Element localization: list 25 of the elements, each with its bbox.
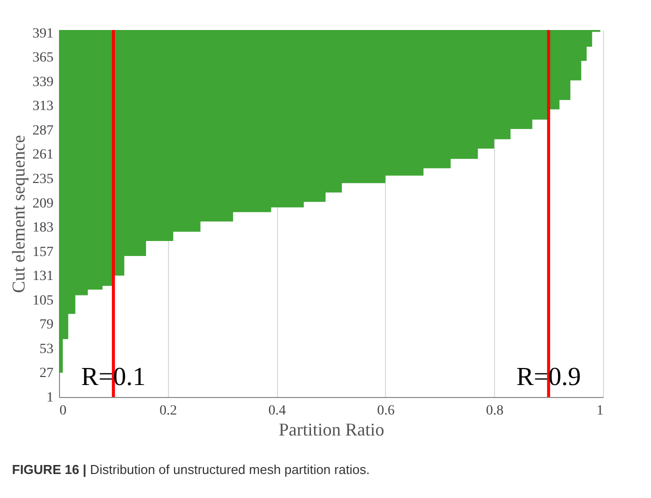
x-axis-title: Partition Ratio <box>278 420 384 440</box>
y-tick-label: 1 <box>46 390 54 406</box>
caption: FIGURE 16 | Distribution of unstructured mesh partition ratios. <box>12 462 371 477</box>
y-tick-label: 287 <box>32 123 54 138</box>
y-tick-label: 131 <box>32 269 54 284</box>
y-tick-label: 209 <box>32 196 54 212</box>
y-tick-label: 105 <box>32 293 54 308</box>
x-tick-label: 0.4 <box>268 404 286 418</box>
y-tick-label: 339 <box>32 74 54 90</box>
y-tick-label: 157 <box>32 244 54 260</box>
y-tick-label: 391 <box>32 26 54 42</box>
y-tick-label: 183 <box>32 220 54 236</box>
x-tick-label: 0 <box>60 404 66 418</box>
y-tick-label: 79 <box>40 318 54 333</box>
y-tick-label: 261 <box>32 148 54 163</box>
y-tick-label: 365 <box>32 50 54 66</box>
x-tick-label: 1 <box>596 404 604 418</box>
y-tick-label: 235 <box>32 172 54 187</box>
y-tick-label: 27 <box>40 366 54 382</box>
x-tick-label: 0.6 <box>377 404 395 418</box>
y-axis-title: Cut element sequence <box>8 135 28 293</box>
x-tick-label: 0.2 <box>160 404 178 418</box>
y-tick-label: 53 <box>40 342 54 357</box>
y-tick-label: 313 <box>32 99 54 114</box>
x-tick-label: 0.8 <box>486 404 504 418</box>
